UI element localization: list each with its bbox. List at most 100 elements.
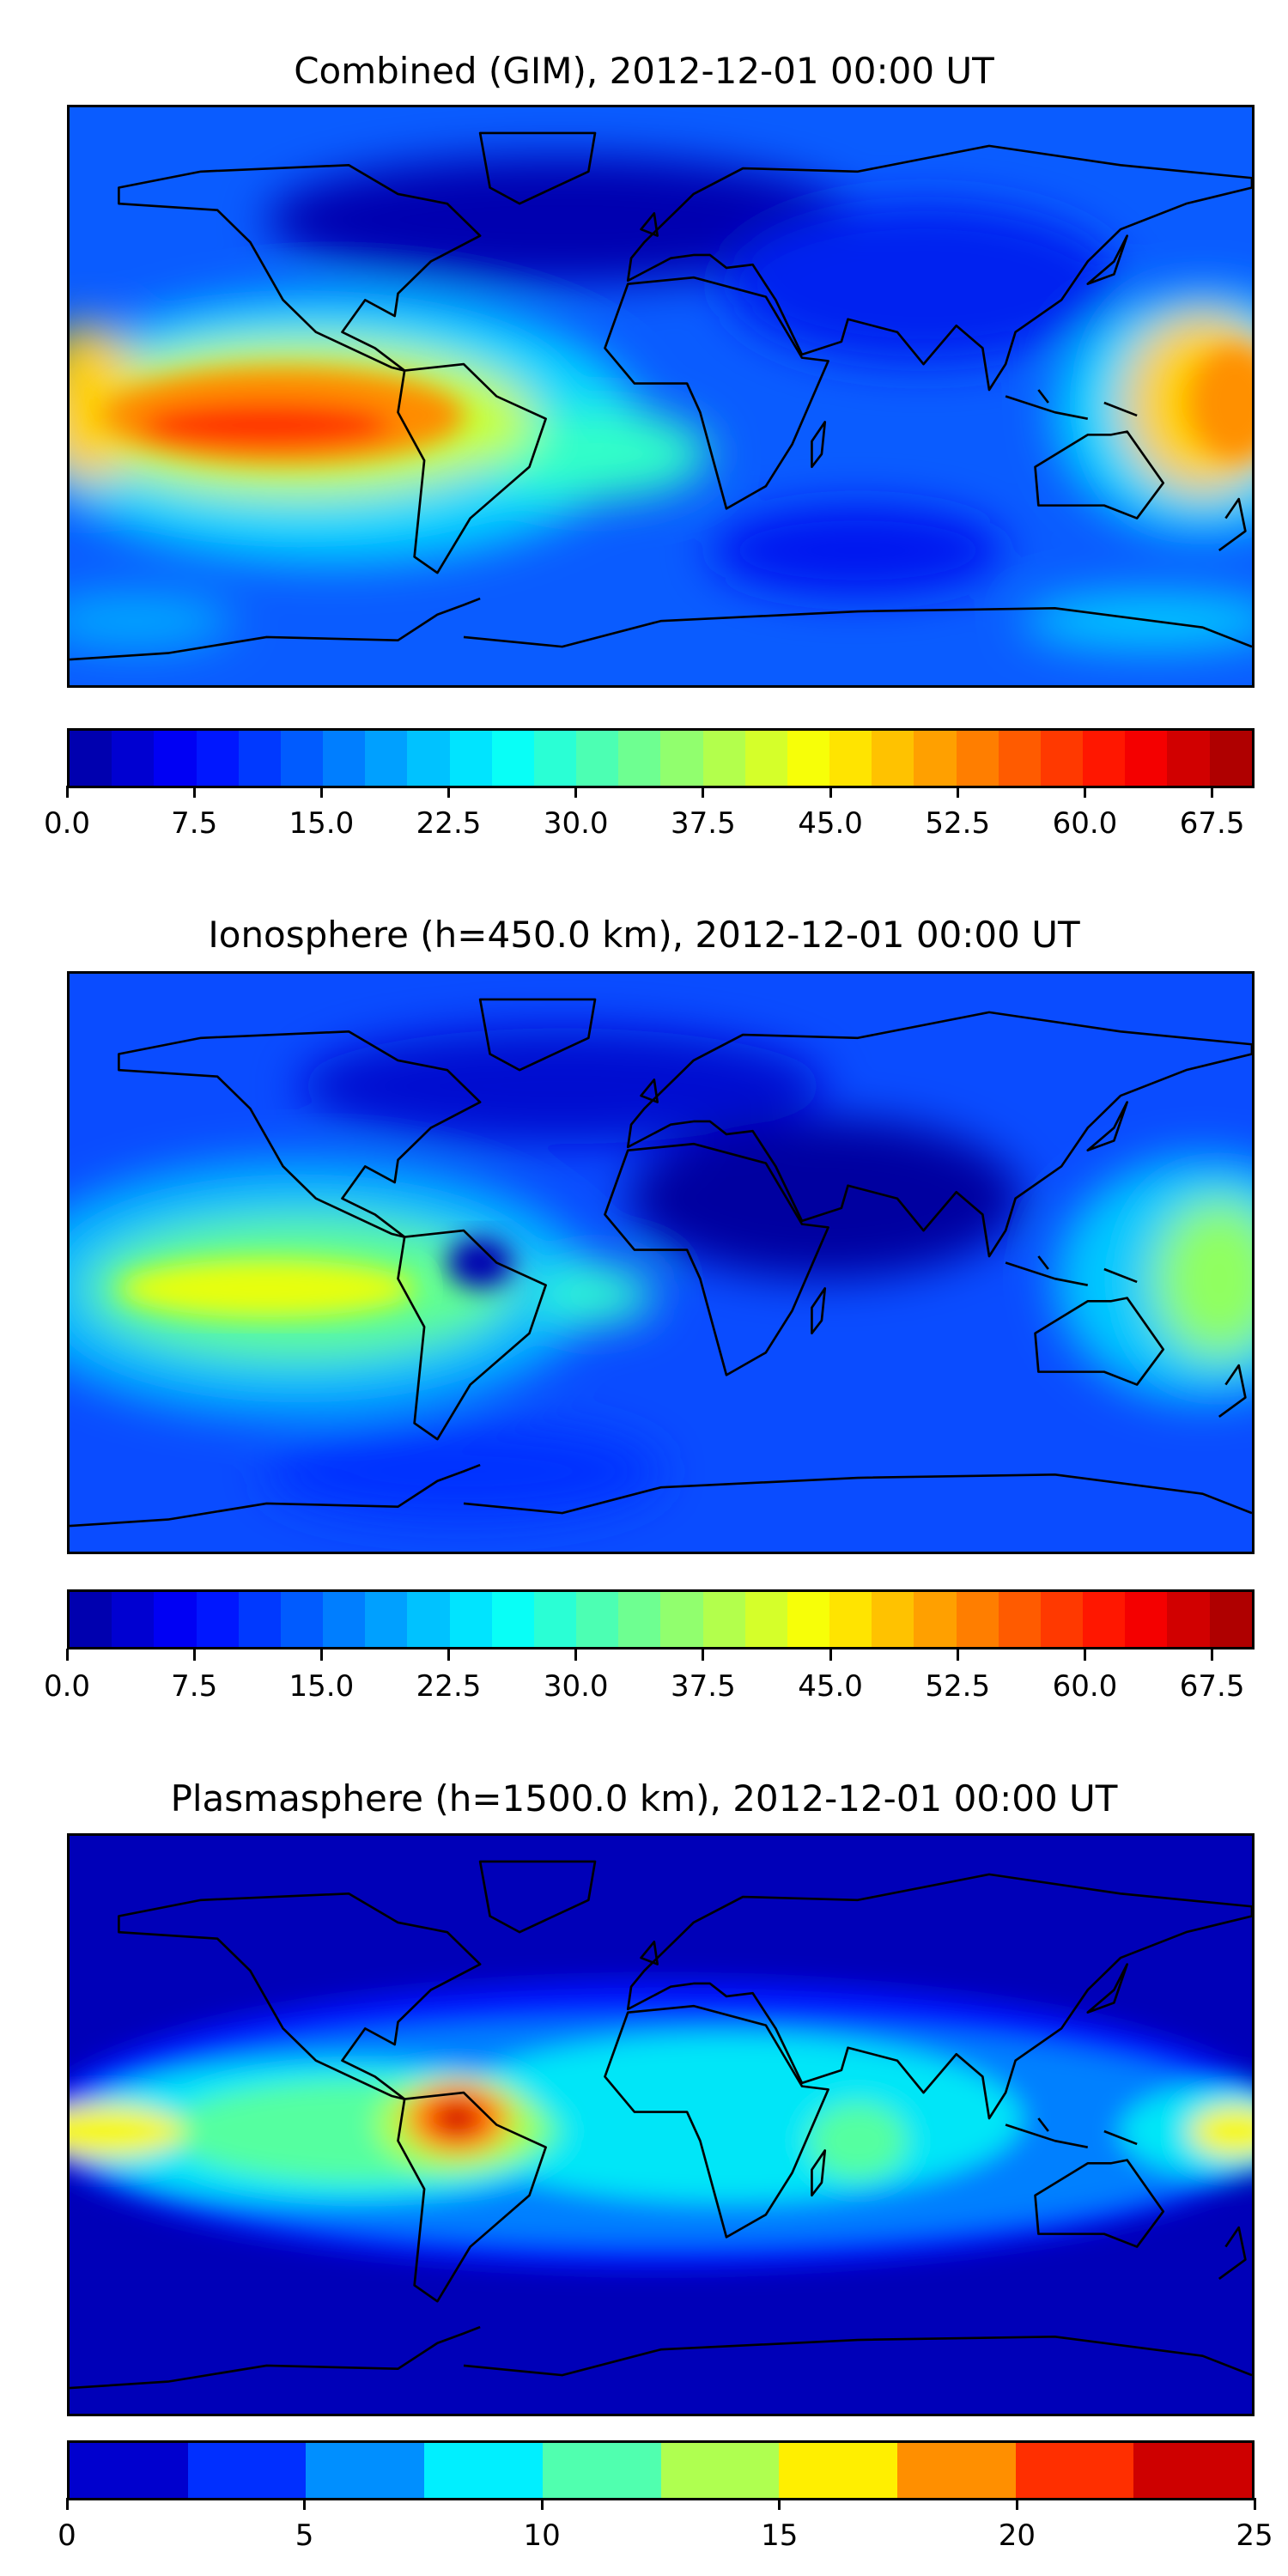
colorbar-ionosphere — [67, 1589, 1255, 1649]
colorbar-segment — [618, 731, 661, 786]
colorbar-tick-label: 7.5 — [171, 1669, 218, 1704]
colorbar-segment — [998, 731, 1041, 786]
colorbar-combined — [67, 728, 1255, 788]
colorbar-segment — [70, 1592, 112, 1647]
colorbar-tick-label: 10 — [523, 2518, 561, 2553]
colorbar-segment — [112, 1592, 155, 1647]
colorbar-segment — [491, 731, 534, 786]
colorbar-tick-label: 52.5 — [925, 1669, 991, 1704]
colorbar-segment — [306, 2443, 425, 2498]
colorbar-segment — [956, 1592, 999, 1647]
colorbar-segment — [1133, 2443, 1253, 2498]
chart-title-combined: Combined (GIM), 2012-12-01 00:00 UT — [294, 50, 994, 92]
map-combined — [67, 105, 1255, 688]
colorbar-plasmasphere — [67, 2440, 1255, 2500]
colorbar-tick-label: 60.0 — [1052, 806, 1118, 841]
colorbar-tick-label: 37.5 — [671, 806, 736, 841]
colorbar-segment — [187, 2443, 307, 2498]
colorbar-tick-label: 67.5 — [1179, 806, 1245, 841]
colorbar-segment — [1083, 731, 1126, 786]
colorbar-segment — [112, 731, 155, 786]
colorbar-segment — [956, 731, 999, 786]
colorbar-segment — [576, 1592, 619, 1647]
colorbar-segment — [196, 1592, 239, 1647]
colorbar-tick-label: 30.0 — [543, 806, 609, 841]
colorbar-segment — [1209, 1592, 1252, 1647]
colorbar-tick-label: 0.0 — [43, 1669, 91, 1704]
colorbar-segment — [70, 2443, 188, 2498]
colorbar-segment — [1040, 731, 1084, 786]
colorbar-segment — [872, 731, 914, 786]
colorbar-tick-label: 60.0 — [1052, 1669, 1118, 1704]
colorbar-tick-label: 45.0 — [798, 806, 863, 841]
colorbar-tick-label: 45.0 — [798, 1669, 863, 1704]
colorbar-tick-label: 15.0 — [289, 1669, 355, 1704]
colorbar-ticks-plasmasphere: 0 5 10 15 20 25 — [58, 2498, 1273, 2567]
colorbar-segment — [1125, 731, 1168, 786]
colorbar-segment — [323, 731, 366, 786]
colorbar-tick-label: 0.0 — [43, 806, 91, 841]
colorbar-segment — [238, 1592, 281, 1647]
colorbar-segment — [1209, 731, 1252, 786]
colorbar-segment — [533, 731, 577, 786]
colorbar-segment — [323, 1592, 366, 1647]
colorbar-segment — [702, 731, 745, 786]
colorbar-segment — [280, 731, 324, 786]
map-plasmasphere — [67, 1833, 1255, 2416]
colorbar-segment — [1167, 1592, 1210, 1647]
colorbar-segment — [576, 731, 619, 786]
colorbar-tick-label: 22.5 — [416, 1669, 482, 1704]
colorbar-segment — [829, 731, 872, 786]
colorbar-segment — [1040, 1592, 1084, 1647]
colorbar-tick-label: 0 — [58, 2518, 76, 2553]
colorbar-tick-label: 15 — [761, 2518, 799, 2553]
colorbar-segment — [154, 731, 197, 786]
colorbar-segment — [449, 731, 492, 786]
colorbar-segment — [829, 1592, 872, 1647]
colorbar-segment — [533, 1592, 577, 1647]
colorbar-ticks-combined: 0.0 7.5 15.0 22.5 30.0 37.5 45.0 52.5 60.0 67.5 — [44, 786, 1255, 854]
colorbar-tick-label: 15.0 — [289, 806, 355, 841]
colorbar-segment — [660, 731, 703, 786]
colorbar-segment — [424, 2443, 543, 2498]
colorbar-segment — [1125, 1592, 1168, 1647]
colorbar-segment — [660, 2443, 780, 2498]
colorbar-segment — [407, 731, 450, 786]
colorbar-segment — [365, 1592, 408, 1647]
colorbar-segment — [660, 1592, 703, 1647]
colorbar-segment — [70, 731, 112, 786]
chart-title-ionosphere: Ionosphere (h=450.0 km), 2012-12-01 00:0… — [208, 914, 1080, 956]
colorbar-tick-label: 7.5 — [171, 806, 218, 841]
colorbar-segment — [1015, 2443, 1134, 2498]
colorbar-segment — [196, 731, 239, 786]
colorbar-tick-label: 25 — [1236, 2518, 1273, 2553]
colorbar-segment — [1083, 1592, 1126, 1647]
colorbar-segment — [787, 731, 830, 786]
colorbar-segment — [618, 1592, 661, 1647]
colorbar-segment — [744, 731, 787, 786]
colorbar-segment — [872, 1592, 914, 1647]
colorbar-segment — [238, 731, 281, 786]
colorbar-segment — [998, 1592, 1041, 1647]
colorbar-segment — [896, 2443, 1016, 2498]
colorbar-segment — [914, 731, 957, 786]
colorbar-segment — [407, 1592, 450, 1647]
colorbar-segment — [280, 1592, 324, 1647]
colorbar-segment — [1167, 731, 1210, 786]
colorbar-segment — [449, 1592, 492, 1647]
colorbar-tick-label: 37.5 — [671, 1669, 736, 1704]
colorbar-tick-label: 67.5 — [1179, 1669, 1245, 1704]
colorbar-segment — [702, 1592, 745, 1647]
colorbar-segment — [744, 1592, 787, 1647]
colorbar-segment — [914, 1592, 957, 1647]
colorbar-segment — [365, 731, 408, 786]
map-ionosphere — [67, 971, 1255, 1554]
colorbar-segment — [787, 1592, 830, 1647]
colorbar-tick-label: 52.5 — [925, 806, 991, 841]
colorbar-segment — [542, 2443, 661, 2498]
colorbar-tick-label: 22.5 — [416, 806, 482, 841]
colorbar-ticks-ionosphere: 0.0 7.5 15.0 22.5 30.0 37.5 45.0 52.5 60.0 67.5 — [44, 1649, 1255, 1717]
colorbar-segment — [491, 1592, 534, 1647]
colorbar-tick-label: 20 — [998, 2518, 1036, 2553]
colorbar-segment — [154, 1592, 197, 1647]
